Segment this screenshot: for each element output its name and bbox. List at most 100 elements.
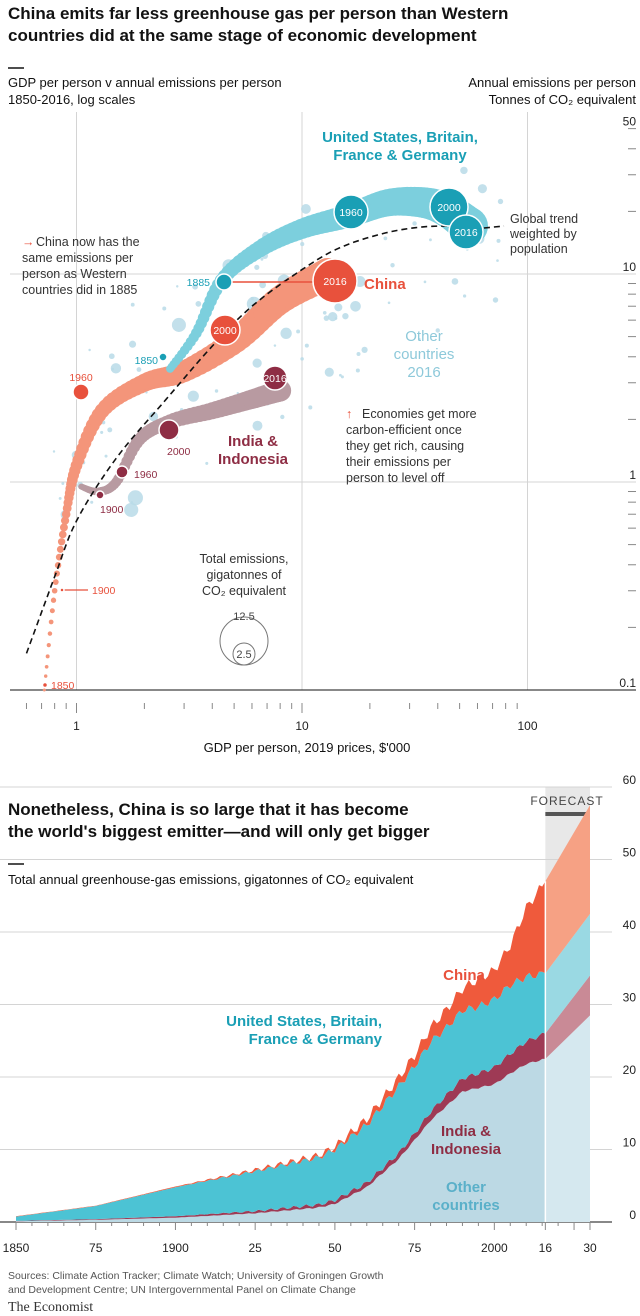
china-1960-label: 1960 — [69, 372, 93, 384]
other-country-bubble — [350, 300, 361, 312]
other-country-bubble — [338, 373, 342, 377]
chart2-areas — [16, 805, 590, 1222]
x-tick-label: 75 — [408, 1241, 422, 1255]
trend-label-line2: weighted by — [509, 227, 577, 241]
india-2016-marker — [262, 365, 288, 391]
x-tick-label: 100 — [517, 719, 537, 733]
size-legend-small: 2.5 — [236, 649, 251, 661]
india-2016-label: 2016 — [263, 373, 287, 385]
chart2-ylabel: Total annual greenhouse-gas emissions, g… — [8, 872, 414, 887]
eff-note-arrow: ↑ — [346, 407, 352, 421]
other-area — [16, 1058, 546, 1222]
other-country-bubble — [52, 450, 56, 453]
other-country-bubble — [107, 427, 113, 433]
y-tick-label: 0.1 — [619, 676, 636, 690]
other-country-bubble — [205, 461, 209, 465]
trend-label-line1: Global trend — [510, 212, 578, 226]
india-1900-label: 1900 — [100, 504, 124, 516]
other-country-bubble — [171, 317, 186, 332]
x-tick-label: 10 — [295, 719, 309, 733]
chart1-subtitle-line2: 1850-2016, log scales — [8, 92, 136, 107]
chart2-india-label-line1: India & — [441, 1123, 491, 1140]
other-country-bubble — [192, 283, 198, 290]
other-country-bubble — [61, 482, 65, 486]
west-label-line2: France & Germany — [333, 147, 467, 164]
china-note-line2: same emissions per — [22, 251, 133, 265]
chart2-title-line1: Nonetheless, China is so large that it h… — [8, 800, 409, 819]
chart2-other-label-line1: Other — [446, 1179, 486, 1196]
other-country-bubble — [355, 368, 360, 373]
china-band — [42, 688, 46, 692]
other-label-line2: countries — [394, 346, 455, 363]
other-area-forecast — [545, 1015, 590, 1222]
source-line1: Sources: Climate Action Tracker; Climate… — [8, 1270, 384, 1282]
other-country-bubble — [429, 238, 432, 242]
chart1-ylabel-line2: Tonnes of CO₂ equivalent — [489, 92, 637, 107]
other-country-bubble — [280, 327, 292, 340]
size-legend-line3: CO₂ equivalent — [202, 584, 287, 598]
other-country-bubble — [412, 221, 417, 226]
economist-logo: The Economist — [8, 1300, 93, 1315]
china-band — [60, 516, 70, 525]
china-2016-label: 2016 — [323, 276, 347, 288]
other-country-bubble — [90, 500, 94, 504]
x-tick-label: 2000 — [481, 1241, 508, 1255]
other-country-bubble — [334, 303, 343, 312]
y-tick-label: 30 — [623, 991, 637, 1005]
west-1960-label: 1960 — [339, 207, 363, 219]
india-1960-marker — [115, 465, 129, 479]
size-legend-big: 12.5 — [233, 611, 254, 623]
other-country-bubble — [300, 242, 305, 247]
y-tick-label: 10 — [623, 1136, 637, 1150]
chart1-y-ticks: 0.1 1 10 50 — [619, 115, 636, 690]
china-band — [58, 530, 67, 539]
other-country-bubble — [462, 294, 467, 298]
china-band — [48, 619, 54, 625]
west-area-forecast — [545, 913, 590, 1034]
other-country-bubble — [100, 430, 104, 434]
chart2-y-ticks: 0 10 20 30 40 50 60 — [623, 773, 637, 1222]
eff-note-line5: person to level off — [346, 471, 445, 485]
other-country-bubble — [460, 166, 468, 175]
china-1850-marker — [41, 681, 49, 689]
china-band — [49, 608, 55, 614]
china-1900-label: 1900 — [92, 585, 116, 597]
other-country-bubble — [110, 363, 122, 374]
china-band — [43, 674, 48, 678]
x-tick-label: 1 — [73, 719, 80, 733]
other-country-bubble — [214, 389, 219, 393]
china-band — [46, 643, 51, 648]
other-country-bubble — [108, 353, 115, 360]
other-country-bubble — [252, 420, 263, 431]
china-1960-marker — [72, 383, 90, 401]
other-country-bubble — [496, 259, 499, 262]
chart2-title-line2: the world's biggest emitter—and will onl… — [8, 822, 430, 841]
other-country-bubble — [492, 297, 499, 303]
other-country-bubble — [104, 454, 108, 458]
eff-note-line1: Economies get more — [362, 407, 477, 421]
other-country-bubble — [124, 502, 139, 517]
west-1885-marker — [215, 273, 233, 291]
size-legend-line1: Total emissions, — [200, 552, 289, 566]
other-country-bubble — [195, 300, 202, 307]
other-country-bubble — [356, 351, 361, 356]
chart2-west-label-line2: France & Germany — [249, 1031, 383, 1048]
china-band — [56, 545, 64, 553]
chart1-x-ticks: 1 10 100 — [25, 703, 538, 733]
chart1-title-line2: countries did at the same stage of econo… — [8, 26, 477, 45]
other-country-bubble — [324, 367, 334, 377]
other-country-bubble — [88, 348, 91, 352]
x-tick-label: 50 — [328, 1241, 342, 1255]
other-label-line1: Other — [405, 328, 443, 345]
y-tick-label: 20 — [623, 1063, 637, 1077]
china-band — [59, 523, 68, 532]
x-tick-label: 75 — [89, 1241, 103, 1255]
chart2-india-label-line2: Indonesia — [431, 1141, 502, 1158]
other-country-bubble — [301, 204, 311, 214]
west-2016-marker — [448, 214, 484, 250]
other-country-bubble — [451, 278, 459, 285]
forecast-label: FORECAST — [530, 794, 603, 808]
china-note-arrow: → — [22, 235, 35, 249]
chart2-china-label: China — [443, 967, 485, 984]
